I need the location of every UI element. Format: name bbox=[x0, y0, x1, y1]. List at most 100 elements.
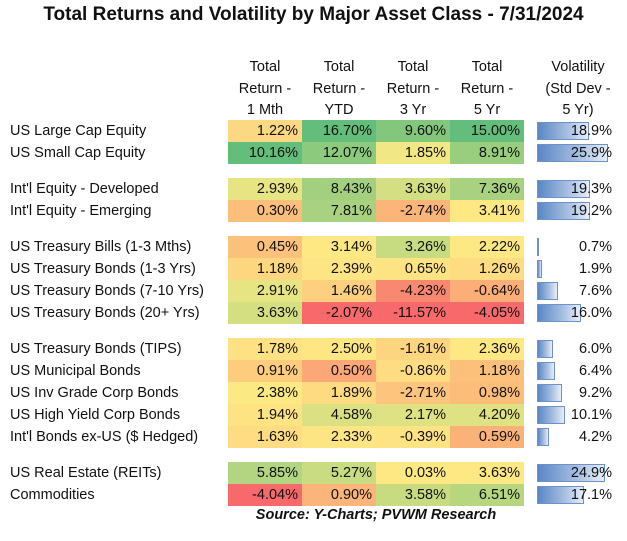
return-cell: -2.74% bbox=[376, 200, 450, 222]
return-cell: 2.33% bbox=[302, 426, 376, 448]
return-cell: -2.71% bbox=[376, 382, 450, 404]
volatility-cell: 6.0% bbox=[537, 340, 623, 358]
header-ytd: Total Return - YTD bbox=[312, 59, 366, 118]
return-cell: -0.86% bbox=[376, 360, 450, 382]
volatility-cell: 0.7% bbox=[537, 238, 623, 256]
table-row: US Treasury Bonds (20+ Yrs) 3.63% -2.07% -1… bbox=[0, 302, 627, 324]
return-cell: 6.51% bbox=[450, 484, 524, 506]
volatility-value: 24.9% bbox=[570, 465, 612, 481]
volatility-cell: 6.4% bbox=[537, 362, 623, 380]
volatility-value: 6.0% bbox=[578, 341, 612, 357]
return-cell: -11.57% bbox=[376, 302, 450, 324]
return-cell: 5.27% bbox=[302, 462, 376, 484]
volatility-bar bbox=[537, 406, 565, 424]
page-title: Total Returns and Volatility by Major As… bbox=[43, 4, 584, 25]
asset-label: US Treasury Bills (1-3 Mths) bbox=[10, 239, 192, 255]
return-cell: 8.91% bbox=[450, 142, 524, 164]
volatility-cell: 17.1% bbox=[537, 486, 623, 504]
table-row: US Small Cap Equity 10.16% 12.07% 1.85% 8.91… bbox=[0, 142, 627, 164]
asset-label: US Inv Grade Corp Bonds bbox=[10, 385, 179, 401]
volatility-value: 9.2% bbox=[578, 385, 612, 401]
volatility-bar bbox=[537, 260, 542, 278]
header-1mth: Total Return - 1 Mth bbox=[238, 59, 292, 118]
volatility-value: 0.7% bbox=[578, 239, 612, 255]
return-cell: 0.98% bbox=[450, 382, 524, 404]
volatility-cell: 19.2% bbox=[537, 202, 623, 220]
return-cell: 0.65% bbox=[376, 258, 450, 280]
asset-label: US Large Cap Equity bbox=[10, 123, 147, 139]
table-row: Commodities -4.04% 0.90% 3.58% 6.51% 17.1% bbox=[0, 484, 627, 506]
header-3yr: Total Return - 3 Yr bbox=[386, 59, 440, 118]
return-cell: 1.18% bbox=[228, 258, 302, 280]
asset-label: US Treasury Bonds (1-3 Yrs) bbox=[10, 261, 196, 277]
return-cell: 1.94% bbox=[228, 404, 302, 426]
header-5yr: Total Return - 5 Yr bbox=[460, 59, 514, 118]
return-cell: 2.38% bbox=[228, 382, 302, 404]
volatility-bar bbox=[537, 340, 553, 358]
asset-label: US High Yield Corp Bonds bbox=[10, 407, 181, 423]
asset-label: US Treasury Bonds (7-10 Yrs) bbox=[10, 283, 204, 299]
asset-label: US Small Cap Equity bbox=[10, 145, 146, 161]
return-cell: 0.45% bbox=[228, 236, 302, 258]
return-cell: 7.36% bbox=[450, 178, 524, 200]
return-cell: 1.85% bbox=[376, 142, 450, 164]
return-cell: 1.46% bbox=[302, 280, 376, 302]
return-cell: 2.91% bbox=[228, 280, 302, 302]
volatility-cell: 9.2% bbox=[537, 384, 623, 402]
return-cell: -2.07% bbox=[302, 302, 376, 324]
return-cell: 3.63% bbox=[228, 302, 302, 324]
return-cell: 0.90% bbox=[302, 484, 376, 506]
return-cell: 1.22% bbox=[228, 120, 302, 142]
volatility-bar bbox=[537, 238, 539, 256]
volatility-bar bbox=[537, 180, 590, 198]
table-row: Int'l Equity - Emerging 0.30% 7.81% -2.74% 3… bbox=[0, 200, 627, 222]
return-cell: 3.58% bbox=[376, 484, 450, 506]
asset-label: US Treasury Bonds (20+ Yrs) bbox=[10, 305, 200, 321]
table-row: US Treasury Bonds (1-3 Yrs) 1.18% 2.39% 0.6… bbox=[0, 258, 627, 280]
return-cell: -0.39% bbox=[376, 426, 450, 448]
volatility-bar bbox=[537, 202, 590, 220]
return-cell: -4.04% bbox=[228, 484, 302, 506]
asset-label: US Municipal Bonds bbox=[10, 363, 141, 379]
volatility-bar bbox=[537, 384, 562, 402]
return-cell: 9.60% bbox=[376, 120, 450, 142]
asset-label: Int'l Equity - Developed bbox=[10, 181, 159, 197]
volatility-cell: 19.3% bbox=[537, 180, 623, 198]
volatility-value: 7.6% bbox=[578, 283, 612, 299]
return-cell: 0.50% bbox=[302, 360, 376, 382]
volatility-value: 19.3% bbox=[570, 181, 612, 197]
volatility-cell: 16.0% bbox=[537, 304, 623, 322]
volatility-cell: 24.9% bbox=[537, 464, 623, 482]
volatility-cell: 4.2% bbox=[537, 428, 623, 446]
return-cell: 1.18% bbox=[450, 360, 524, 382]
table-row: Int'l Bonds ex-US ($ Hedged) 1.63% 2.33% -0… bbox=[0, 426, 627, 448]
return-cell: 3.14% bbox=[302, 236, 376, 258]
return-cell: 15.00% bbox=[450, 120, 524, 142]
asset-label: US Real Estate (REITs) bbox=[10, 465, 162, 481]
volatility-value: 16.0% bbox=[570, 305, 612, 321]
return-cell: 0.59% bbox=[450, 426, 524, 448]
volatility-cell: 7.6% bbox=[537, 282, 623, 300]
volatility-bar bbox=[537, 428, 549, 446]
volatility-bar bbox=[537, 464, 605, 482]
table-row: US Municipal Bonds 0.91% 0.50% -0.86% 1.18% 6… bbox=[0, 360, 627, 382]
table-row: US Large Cap Equity 1.22% 16.70% 9.60% 15.00… bbox=[0, 120, 627, 142]
return-cell: 7.81% bbox=[302, 200, 376, 222]
return-cell: 1.78% bbox=[228, 338, 302, 360]
return-cell: -4.23% bbox=[376, 280, 450, 302]
return-cell: 0.03% bbox=[376, 462, 450, 484]
table-row: US High Yield Corp Bonds 1.94% 4.58% 2.17% 4… bbox=[0, 404, 627, 426]
return-cell: 0.30% bbox=[228, 200, 302, 222]
volatility-value: 18.9% bbox=[570, 123, 612, 139]
volatility-value: 4.2% bbox=[578, 429, 612, 445]
return-cell: 0.91% bbox=[228, 360, 302, 382]
volatility-value: 6.4% bbox=[578, 363, 612, 379]
return-cell: 3.26% bbox=[376, 236, 450, 258]
volatility-cell: 10.1% bbox=[537, 406, 623, 424]
volatility-value: 10.1% bbox=[570, 407, 612, 423]
volatility-value: 19.2% bbox=[570, 203, 612, 219]
return-cell: 3.63% bbox=[376, 178, 450, 200]
volatility-bar bbox=[537, 362, 555, 380]
volatility-bar bbox=[537, 122, 589, 140]
asset-label: Commodities bbox=[10, 487, 95, 503]
